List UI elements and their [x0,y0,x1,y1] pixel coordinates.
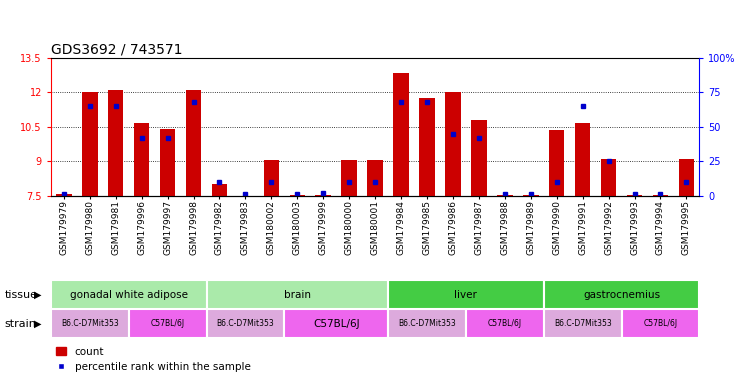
Bar [466,309,544,338]
Legend: count, percentile rank within the sample: count, percentile rank within the sample [56,347,251,372]
Text: B6.C-D7Mit353: B6.C-D7Mit353 [554,319,612,328]
Bar [544,309,622,338]
Bar [678,159,694,196]
Text: tissue: tissue [4,290,37,300]
Text: GDS3692 / 743571: GDS3692 / 743571 [51,43,183,56]
Bar [445,92,461,196]
Bar [108,90,123,196]
Bar [601,159,616,196]
Text: B6.C-D7Mit353: B6.C-D7Mit353 [61,319,119,328]
Bar [56,194,72,196]
Bar [471,120,487,196]
Bar [316,195,331,196]
Text: C57BL/6J: C57BL/6J [313,318,360,329]
Bar [82,92,97,196]
Bar [419,98,435,196]
Text: C57BL/6J: C57BL/6J [150,319,185,328]
Text: brain: brain [283,290,311,300]
Bar [134,123,150,196]
Bar [388,280,544,309]
Bar [523,195,539,196]
Bar [186,90,201,196]
Bar [497,195,512,196]
Text: C57BL/6J: C57BL/6J [488,319,522,328]
Bar [51,309,129,338]
Text: ▶: ▶ [34,290,42,300]
Bar [263,160,279,196]
Bar [206,280,388,309]
Bar [284,309,388,338]
Bar [622,309,699,338]
Text: gastrocnemius: gastrocnemius [583,290,660,300]
Text: gonadal white adipose: gonadal white adipose [70,290,188,300]
Bar [575,123,590,196]
Bar [341,160,357,196]
Bar [544,280,699,309]
Bar [549,130,565,196]
Bar [393,73,409,196]
Bar [51,280,206,309]
Bar [206,309,284,338]
Text: B6.C-D7Mit353: B6.C-D7Mit353 [216,319,275,328]
Text: ▶: ▶ [34,318,42,329]
Bar [160,129,175,196]
Bar [653,195,668,196]
Text: liver: liver [455,290,477,300]
Bar [289,195,305,196]
Bar [388,309,466,338]
Text: strain: strain [4,318,37,329]
Bar [129,309,206,338]
Text: C57BL/6J: C57BL/6J [643,319,678,328]
Text: B6.C-D7Mit353: B6.C-D7Mit353 [398,319,456,328]
Bar [367,160,383,196]
Bar [212,184,227,196]
Bar [627,195,643,196]
